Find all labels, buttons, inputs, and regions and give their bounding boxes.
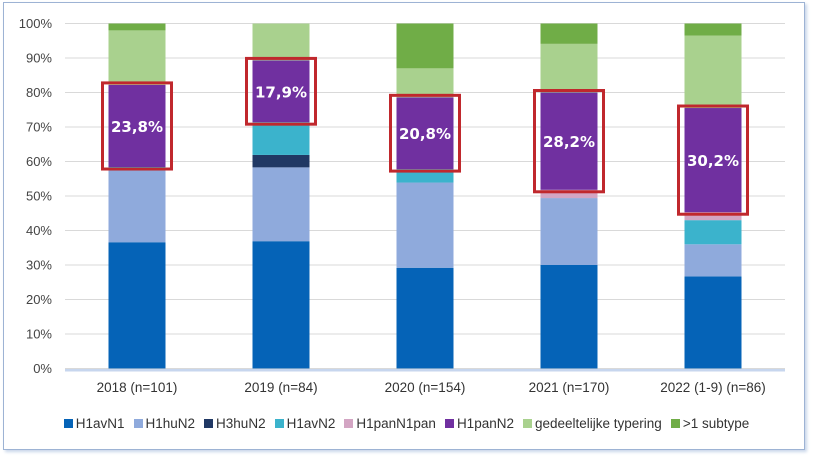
bar-segment--1-subtype [540, 23, 598, 44]
bar-segment-h1pann2 [540, 92, 598, 190]
legend-item: H1huN2 [133, 416, 196, 431]
legend-swatch [522, 419, 532, 428]
bar-segment-h1avn1 [396, 267, 454, 369]
bar-segment--1-subtype [684, 23, 742, 36]
legend-label: H1panN2 [456, 416, 514, 431]
bar-segment-gedeeltelijke-typering [540, 43, 598, 93]
legend-item: gedeeltelijke typering [522, 416, 662, 431]
data-label: 23,8% [111, 118, 163, 136]
y-tick-label: 90% [26, 51, 52, 66]
bar-segment-h1pann1pan [540, 189, 598, 199]
legend-label: H1huN2 [145, 416, 196, 431]
y-tick-label: 10% [26, 327, 52, 342]
legend-item: H1avN2 [274, 416, 336, 431]
y-tick-label: 50% [26, 189, 52, 204]
bar-segment-h1hun2 [396, 182, 454, 268]
bar-segment-h1avn1 [684, 276, 742, 369]
x-tick-label: 2018 (n=101) [97, 380, 178, 395]
legend-swatch [274, 419, 284, 428]
bar-segment--1-subtype [396, 23, 454, 69]
data-label: 17,9% [255, 83, 307, 101]
data-label: 20,8% [399, 125, 451, 143]
bar-segment-h1pann2 [252, 60, 310, 123]
bar-segment-gedeeltelijke-typering [396, 68, 454, 98]
legend-item: H1avN1 [63, 416, 125, 431]
bar-segment-gedeeltelijke-typering [108, 30, 166, 85]
y-tick-label: 30% [26, 258, 52, 273]
bar-segment-h1avn2 [684, 220, 742, 245]
legend-swatch [204, 419, 214, 428]
legend-item: H3huN2 [204, 416, 266, 431]
legend-item: H1panN2 [444, 416, 514, 431]
bar-segment-h1hun2 [684, 244, 742, 277]
x-tick-label: 2022 (1-9) (n=86) [660, 380, 765, 395]
legend-swatch [63, 419, 73, 428]
legend-label: >1 subtype [682, 416, 750, 431]
bar-segment-h1pann2 [108, 84, 166, 168]
x-tick-label: 2020 (n=154) [385, 380, 466, 395]
bar-segment-h1avn1 [108, 242, 166, 369]
plot-area-shadow [65, 368, 785, 372]
highlight-box [245, 56, 317, 126]
bar-segment-h1avn1 [252, 241, 310, 369]
legend-label: H1avN1 [75, 416, 125, 431]
bar-segment-h1pann2 [684, 108, 742, 213]
legend-item: >1 subtype [670, 416, 750, 431]
data-label: 28,2% [543, 133, 595, 151]
x-tick-label: 2021 (n=170) [529, 380, 610, 395]
legend: H1avN1 H1huN2 H3huN2 H1avN2 H1panN1pan H1panN… [0, 416, 813, 431]
bar-segment-h3hun2 [252, 154, 310, 168]
data-label: 30,2% [687, 152, 739, 170]
legend-label: H1avN2 [286, 416, 336, 431]
legend-swatch [344, 419, 354, 428]
highlight-box [389, 93, 461, 173]
legend-swatch [444, 419, 454, 428]
legend-swatch [133, 419, 143, 428]
bar-segment-h1pann2 [396, 97, 454, 170]
legend-label: gedeeltelijke typering [534, 416, 662, 431]
y-tick-label: 60% [26, 154, 52, 169]
stacked-bar-chart: 0% 10% 20% 30% 40% 50% 60% 70% 80% 90% 100% 23,8% 20… [19, 16, 785, 395]
bar-segment-h1avn2 [252, 122, 310, 155]
y-tick-label: 100% [19, 16, 53, 31]
bar-segment-gedeeltelijke-typering [684, 35, 742, 109]
y-tick-label: 40% [26, 223, 52, 238]
highlight-box [533, 89, 605, 194]
y-tick-label: 70% [26, 120, 52, 135]
y-tick-label: 20% [26, 292, 52, 307]
bar-segment--1-subtype [108, 23, 166, 31]
x-tick-label: 2019 (n=84) [244, 380, 317, 395]
bar-segment-h1hun2 [252, 167, 310, 242]
bar-segment-h1avn1 [540, 265, 598, 369]
y-tick-label: 0% [33, 361, 52, 376]
legend-label: H1panN1pan [356, 416, 436, 431]
highlight-box [101, 81, 173, 171]
legend-label: H3huN2 [216, 416, 266, 431]
highlight-box [677, 104, 749, 216]
legend-item: H1panN1pan [344, 416, 436, 431]
bar-segment-h1hun2 [540, 198, 598, 265]
bar-segment-h1pann1pan [684, 212, 742, 221]
legend-swatch [670, 419, 680, 428]
bar-segment-h1hun2 [108, 170, 166, 243]
bar-segment-gedeeltelijke-typering [252, 23, 310, 61]
y-tick-label: 80% [26, 85, 52, 100]
